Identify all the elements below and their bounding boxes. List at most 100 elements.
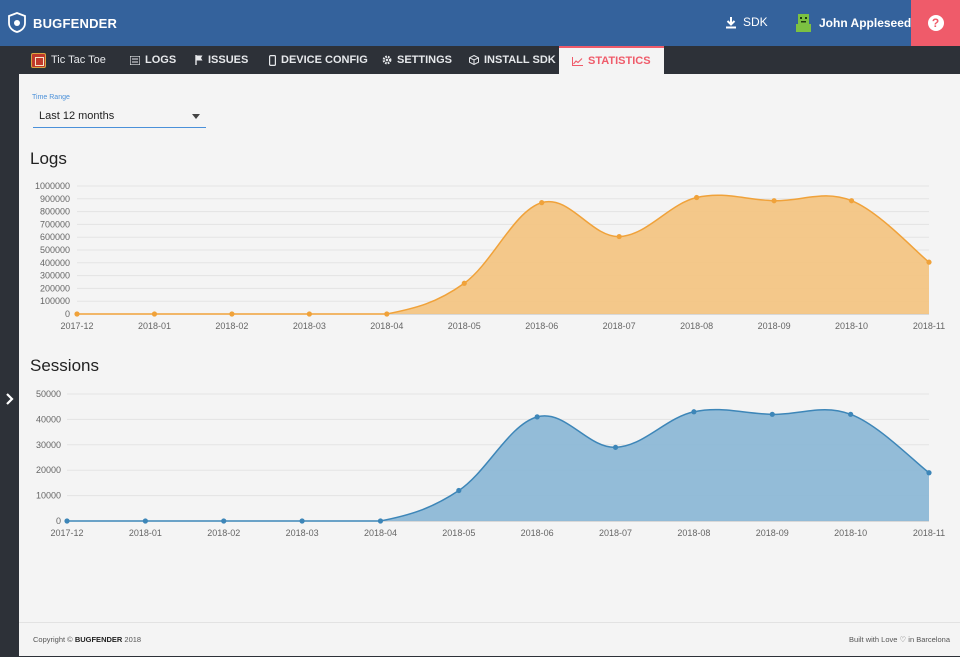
tab-logs[interactable]: LOGS	[130, 46, 176, 74]
logs-area-chart: 1000000900000800000700000600000500000400…	[35, 181, 945, 331]
sessions-y-tick-label: 0	[56, 516, 61, 526]
sessions-data-point	[64, 518, 70, 524]
logs-chart-title: Logs	[30, 149, 67, 168]
sessions-data-point	[926, 470, 932, 476]
sessions-data-point	[299, 518, 305, 524]
app-icon	[31, 52, 46, 68]
logs-data-point	[926, 259, 932, 265]
flag-icon	[195, 55, 203, 65]
logs-x-tick-label: 2018-07	[603, 321, 636, 331]
logs-y-tick-label: 200000	[40, 283, 70, 293]
logs-y-tick-label: 600000	[40, 232, 70, 242]
logs-data-point	[848, 198, 855, 204]
time-range-value: Last 12 months	[39, 110, 115, 122]
sessions-x-tick-label: 2018-09	[756, 528, 789, 538]
tab-label: STATISTICS	[588, 55, 651, 67]
logs-x-tick-label: 2018-05	[448, 321, 481, 331]
logs-y-tick-label: 900000	[40, 194, 70, 204]
tab-label: LOGS	[145, 54, 177, 66]
sessions-x-tick-label: 2018-08	[677, 528, 710, 538]
sessions-area-fill	[67, 409, 929, 521]
sessions-area-chart: 50000 40000 30000 20000 10000 0 2017-12 2018-01…	[36, 389, 945, 538]
logs-y-tick-label: 0	[65, 309, 70, 319]
tab-statistics[interactable]: STATISTICS	[559, 46, 664, 74]
logs-data-point	[151, 311, 158, 317]
tab-label: INSTALL SDK	[484, 54, 556, 66]
caret-down-icon	[192, 114, 200, 119]
sessions-chart-title: Sessions	[30, 356, 99, 375]
gear-icon	[382, 55, 392, 65]
user-name: John Appleseed	[819, 15, 912, 30]
bugfender-logo-icon[interactable]	[8, 12, 26, 33]
sessions-data-point	[456, 487, 462, 494]
sessions-x-tick-label: 2018-10	[834, 528, 867, 538]
list-icon	[130, 55, 140, 65]
logs-data-point	[694, 194, 700, 201]
brand-name[interactable]: BUGFENDER	[33, 16, 118, 31]
sessions-y-tick-label: 40000	[36, 414, 61, 424]
tab-issues[interactable]: ISSUES	[195, 46, 248, 74]
logs-data-point	[229, 311, 235, 317]
sessions-x-tick-label: 2018-11	[913, 528, 945, 538]
tab-label: Tic Tac Toe	[51, 54, 106, 66]
logs-data-point	[461, 280, 467, 286]
logs-x-tick-label: 2018-02	[215, 321, 248, 331]
sessions-y-tick-label: 20000	[36, 465, 61, 475]
sessions-data-point	[221, 518, 227, 524]
logs-data-point	[384, 311, 390, 317]
logs-data-point	[539, 200, 545, 206]
logs-x-tick-label: 2018-03	[293, 321, 326, 331]
sdk-label: SDK	[743, 15, 768, 29]
sessions-data-point	[691, 409, 697, 415]
tab-install-sdk[interactable]: INSTALL SDK	[469, 46, 556, 74]
logs-y-tick-label: 300000	[40, 271, 70, 281]
sessions-x-tick-label: 2018-01	[129, 528, 162, 538]
logs-x-tick-label: 2018-09	[758, 321, 791, 331]
help-button[interactable]: ?	[911, 0, 960, 46]
logs-x-tick-label: 2018-01	[138, 321, 171, 331]
logs-x-tick-label: 2018-04	[370, 321, 403, 331]
copyright: Copyright © BUGFENDER 2018	[33, 635, 141, 644]
logs-x-tick-label: 2018-08	[680, 321, 713, 331]
sessions-x-tick-label: 2018-07	[599, 528, 632, 538]
logs-y-tick-label: 400000	[40, 258, 70, 268]
device-icon	[269, 54, 276, 66]
help-icon: ?	[927, 15, 944, 31]
sessions-data-point	[848, 411, 854, 417]
logs-data-point	[771, 198, 777, 204]
logs-data-point	[616, 233, 622, 240]
sessions-data-point	[142, 518, 148, 524]
tab-label: ISSUES	[208, 54, 249, 66]
footer: Copyright © BUGFENDER 2018 Built with Lo…	[19, 622, 960, 656]
tab-app-tic-tac-toe[interactable]: Tic Tac Toe	[31, 46, 106, 74]
collapsed-sidebar	[0, 74, 19, 657]
sessions-y-tick-label: 30000	[36, 440, 61, 450]
logs-y-tick-label: 1000000	[35, 181, 70, 191]
chevron-right-icon[interactable]	[3, 392, 16, 406]
user-avatar-icon	[796, 14, 811, 32]
copyright-year: 2018	[124, 635, 142, 644]
time-range-select[interactable]: Last 12 months	[33, 105, 206, 128]
logs-y-tick-label: 700000	[40, 219, 70, 229]
sessions-y-tick-label: 50000	[36, 389, 61, 399]
tab-settings[interactable]: SETTINGS	[382, 46, 452, 74]
top-bar: BUGFENDER SDK John Appleseed ?	[0, 0, 960, 46]
logs-x-tick-label: 2018-06	[525, 321, 558, 331]
download-icon	[726, 16, 736, 28]
logs-x-tick-label: 2018-11	[913, 321, 945, 331]
logs-area-fill	[77, 195, 929, 314]
sdk-download-button[interactable]: SDK	[725, 15, 768, 29]
sessions-data-point	[612, 444, 619, 450]
tab-device-config[interactable]: DEVICE CONFIG	[269, 46, 368, 74]
copyright-brand[interactable]: BUGFENDER	[74, 635, 123, 644]
logs-x-tick-label: 2017-12	[60, 321, 93, 331]
copyright-prefix: Copyright ©	[33, 635, 73, 644]
sessions-x-tick-label: 2017-12	[50, 528, 83, 538]
logs-data-point	[306, 311, 312, 317]
sessions-x-tick-label: 2018-05	[442, 528, 475, 538]
logs-y-tick-label: 100000	[40, 296, 70, 306]
time-range-label: Time Range	[32, 94, 70, 101]
sessions-data-point	[769, 411, 775, 417]
sessions-x-tick-label: 2018-03	[286, 528, 319, 538]
user-menu[interactable]: John Appleseed	[794, 13, 911, 32]
